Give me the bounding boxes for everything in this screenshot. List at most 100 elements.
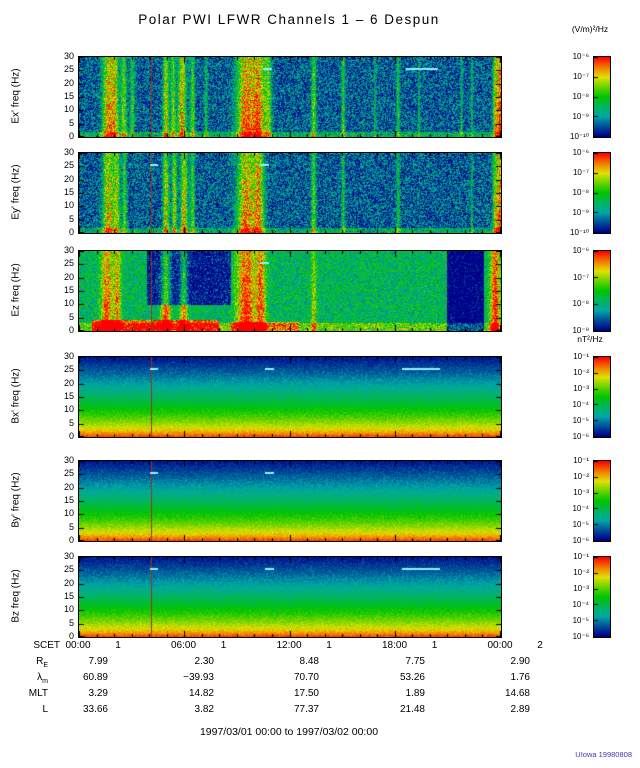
ephemeris-value-lambda-m: −39.93 [183, 672, 214, 683]
ytick-label-ey: 30 [63, 147, 74, 157]
ytick-label-ex: 10 [63, 104, 74, 115]
ytick-label-bz: 0 [68, 631, 74, 641]
ephemeris-value-lambda-m: 1.76 [510, 672, 530, 683]
xtick-day-label: 2 [537, 640, 543, 651]
ytick-label-bz: 20 [63, 577, 74, 588]
ephemeris-value-mlt: 3.29 [88, 688, 108, 699]
ytick-label-ex: 25 [63, 64, 74, 75]
ytick-label-by: 15 [63, 495, 74, 505]
colorbar-tick-label-by: 10⁻³ [573, 488, 589, 497]
ephemeris-value-l: 21.48 [399, 704, 425, 715]
ytick-label-ex: 20 [63, 77, 74, 88]
colorbar-tick-label-by: 10⁻¹ [573, 456, 589, 465]
ytick-label-bx: 25 [63, 364, 74, 375]
ytick-label-bx: 30 [63, 351, 74, 361]
ylabel-by: By' freq (Hz) [10, 472, 22, 528]
colorbar-tick-label-ex: 10⁻⁶ [572, 52, 589, 61]
ytick-label-by: 30 [63, 455, 74, 465]
ytick-label-by: 10 [63, 508, 74, 519]
ytick-label-ex: 15 [63, 91, 74, 101]
xtick-day-label: 1 [431, 640, 438, 651]
ephemeris-row-label-mlt: MLT [28, 688, 48, 699]
ephemeris-value-re: 7.99 [88, 656, 108, 667]
ephemeris-value-l: 3.82 [194, 704, 214, 715]
xtick-label: 12:00 [276, 640, 302, 651]
colorbar-tick-label-by: 10⁻⁵ [572, 520, 589, 529]
ephemeris-value-lambda-m: 70.70 [293, 672, 319, 683]
ephemeris-value-l: 2.89 [510, 704, 530, 715]
spectrogram-bz [78, 556, 502, 638]
ephemeris-value-l: 33.66 [82, 704, 108, 715]
ytick-label-bx: 20 [63, 377, 74, 388]
colorbar-tick-label-ex: 10⁻⁷ [572, 72, 589, 81]
spectrogram-bx [78, 356, 502, 438]
colorbar-tick-label-bz: 10⁻² [573, 568, 589, 577]
ephemeris-value-mlt: 1.89 [405, 688, 425, 699]
spectrogram-ex [78, 56, 502, 138]
colorbar-tick-label-bz: 10⁻¹ [573, 552, 589, 561]
colorbar-tick-label-ez: 10⁻⁸ [572, 299, 590, 309]
colorbar-ey [593, 152, 611, 234]
colorbar-tick-label-bx: 10⁻³ [573, 384, 589, 393]
colorbar-tick-label-bx: 10⁻¹ [573, 352, 589, 361]
colorbar-ex [593, 56, 611, 138]
ytick-label-ez: 25 [63, 258, 74, 269]
ytick-label-ex: 5 [68, 117, 74, 128]
colorbar-tick-label-ey: 10⁻⁷ [572, 168, 589, 177]
ytick-label-bz: 30 [63, 551, 74, 561]
colorbar-tick-label-ez: 10⁻⁹ [572, 326, 589, 335]
ephemeris-value-re: 7.75 [405, 656, 425, 667]
ephemeris-value-re: 2.30 [194, 656, 214, 667]
ytick-label-bz: 10 [63, 604, 74, 615]
colorbar-tick-label-ez: 10⁻⁶ [572, 246, 589, 255]
ytick-label-by: 20 [63, 481, 74, 492]
ytick-label-by: 0 [68, 535, 74, 545]
colorbar-tick-label-ex: 10⁻⁸ [572, 92, 590, 101]
ephemeris-value-l: 77.37 [293, 704, 319, 715]
ytick-label-ey: 25 [63, 160, 74, 171]
ytick-label-ez: 20 [63, 271, 74, 282]
ephemeris-value-mlt: 14.68 [504, 688, 530, 699]
colorbar-tick-label-by: 10⁻⁴ [572, 504, 589, 513]
ephemeris-value-re: 8.48 [299, 656, 319, 667]
colorbar-tick-label-bz: 10⁻⁵ [572, 616, 589, 625]
ylabel-ey: Ey' freq (Hz) [10, 164, 22, 220]
colorbar-tick-label-ex: 10⁻⁹ [572, 112, 589, 121]
ytick-label-bx: 15 [63, 391, 74, 401]
ylabel-bx: Bx' freq (Hz) [10, 368, 22, 424]
ytick-label-ex: 30 [63, 51, 74, 61]
colorbar-tick-label-ey: 10⁻⁶ [572, 148, 589, 157]
time-range-footer: 1997/03/01 00:00 to 1997/03/02 00:00 [199, 726, 379, 738]
ephemeris-value-mlt: 17.50 [293, 688, 319, 699]
ytick-label-ez: 5 [68, 311, 74, 322]
scet-axis-label: SCET [33, 640, 60, 651]
ytick-label-by: 5 [68, 521, 74, 532]
colorbar-tick-label-bx: 10⁻² [573, 368, 589, 377]
colorbar-tick-label-ex: 10⁻¹⁰ [570, 132, 589, 141]
page-title: Polar PWI LFWR Channels 1 – 6 Despun [138, 12, 440, 27]
colorbar-tick-label-ey: 10⁻⁹ [572, 208, 589, 217]
colorbar-bz [593, 556, 611, 638]
colorbar-tick-label-ey: 10⁻⁸ [572, 188, 590, 197]
ytick-label-bx: 10 [63, 404, 74, 415]
ytick-label-bz: 15 [63, 591, 74, 601]
ytick-label-ez: 15 [63, 285, 74, 295]
colorbar-tick-label-by: 10⁻⁶ [572, 536, 589, 545]
spectrogram-ey [78, 152, 502, 234]
colorbar-tick-label-bz: 10⁻⁶ [572, 632, 589, 641]
xtick-label: 18:00 [381, 640, 408, 651]
xtick-label: 00:00 [487, 640, 513, 651]
ytick-label-ey: 5 [68, 213, 74, 224]
xtick-label: 06:00 [170, 640, 197, 651]
xtick-day-label: 1 [326, 640, 332, 651]
colorbar-tick-label-bx: 10⁻⁵ [572, 416, 589, 425]
ytick-label-ey: 15 [63, 187, 74, 197]
ylabel-ex: Ex' freq (Hz) [10, 68, 22, 124]
xtick-label: 00:00 [65, 640, 91, 651]
colorbar-tick-label-bz: 10⁻³ [573, 584, 589, 593]
spectrogram-ez [78, 250, 502, 332]
ephemeris-row-label-lambda-m: λm [37, 672, 48, 685]
colorbar-by [593, 460, 611, 542]
xtick-day-label: 1 [115, 640, 121, 651]
spectrogram-by [78, 460, 502, 542]
